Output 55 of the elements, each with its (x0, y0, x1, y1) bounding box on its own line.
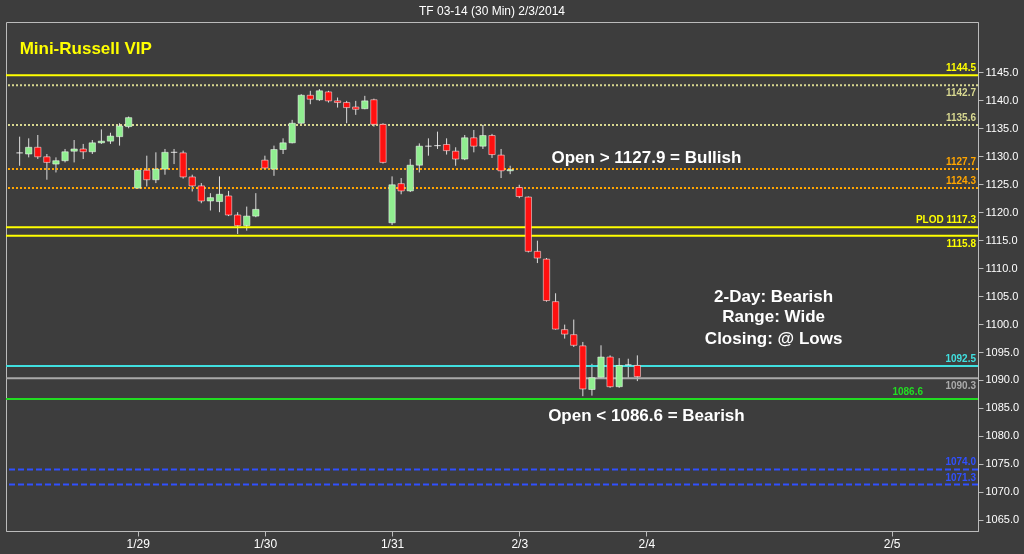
candlestick (170, 148, 178, 165)
candlestick (343, 100, 351, 124)
ref-line-label: 1086.6 (892, 386, 924, 397)
y-tick-label: 1080.0 (985, 429, 1020, 442)
x-tick-label: 2/4 (638, 536, 656, 551)
annotation: Range: Wide (722, 307, 826, 327)
x-tick-label: 2/3 (511, 536, 529, 551)
y-tick-label: 1075.0 (985, 457, 1020, 470)
y-tick-label: 1115.0 (985, 233, 1018, 246)
annotation: 2-Day: Bearish (714, 287, 834, 307)
ref-line-label: 1142.7 (945, 87, 977, 99)
candlestick (434, 131, 441, 150)
y-tick-label: 1085.0 (985, 401, 1020, 414)
chart-title: TF 03-14 (30 Min) 2/3/2014 (418, 4, 566, 18)
ref-line-label: 1124.3 (945, 175, 977, 187)
x-tick-label: 1/30 (253, 536, 278, 551)
ref-line-label: 1092.5 (945, 352, 977, 364)
candlestick (216, 175, 223, 213)
x-tick-label: 2/5 (883, 536, 901, 551)
y-tick-label: 1145.0 (985, 65, 1019, 78)
candlestick (633, 354, 641, 382)
y-tick-label: 1140.0 (985, 93, 1019, 106)
y-tick-label: 1065.0 (985, 513, 1020, 526)
candlestick (424, 137, 432, 157)
annotation: Mini-Russell VIP (19, 38, 152, 58)
y-tick-label: 1125.0 (985, 177, 1019, 190)
y-tick-label: 1090.0 (985, 373, 1020, 386)
ref-line-label: 1090.3 (945, 380, 977, 392)
ref-line-label: 1135.6 (945, 111, 977, 123)
y-tick-label: 1110.0 (985, 261, 1018, 274)
ref-line-label: 1144.5 (945, 62, 977, 74)
y-tick-label: 1070.0 (985, 485, 1020, 498)
candlestick (234, 211, 242, 235)
x-tick-label: 1/29 (126, 536, 151, 551)
candlestick (16, 136, 24, 167)
ref-line-label: 1127.7 (945, 156, 977, 168)
annotation: Open < 1086.6 = Bearish (548, 405, 745, 425)
candlestick (225, 190, 232, 217)
y-tick-label: 1135.0 (985, 121, 1019, 134)
annotation: Open > 1127.9 = Bullish (551, 148, 742, 168)
y-tick-label: 1130.0 (985, 149, 1019, 162)
ref-line-label: 1074.0 (945, 456, 977, 468)
y-tick-label: 1105.0 (985, 289, 1019, 302)
ref-line-label: 1071.3 (945, 471, 977, 483)
y-tick-label: 1095.0 (985, 345, 1020, 358)
candlestick (452, 146, 460, 167)
candlestick (116, 122, 123, 147)
ref-line-label: PLOD 1117.3 (915, 214, 977, 226)
candlestick (533, 240, 541, 264)
x-tick-label: 1/31 (380, 536, 405, 551)
y-tick-label: 1100.0 (985, 317, 1019, 330)
y-tick-label: 1120.0 (985, 205, 1019, 218)
ref-line-label: 1115.8 (946, 237, 977, 249)
annotation: Closing: @ Lows (704, 329, 843, 349)
candlestick (624, 358, 632, 379)
